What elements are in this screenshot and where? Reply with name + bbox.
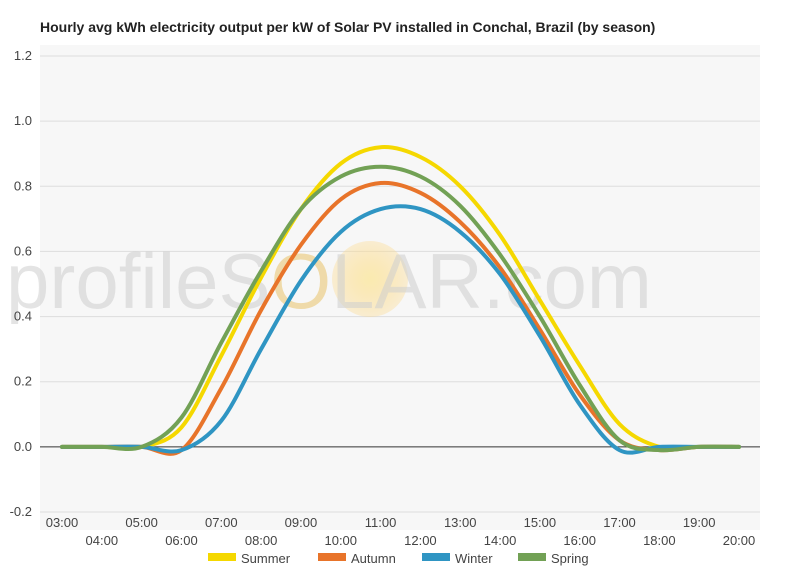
legend-label-winter: Winter (455, 551, 493, 566)
x-tick-label: 07:00 (205, 515, 238, 530)
y-tick-label: 1.0 (14, 113, 32, 128)
x-tick-label: 09:00 (285, 515, 318, 530)
legend-swatch-winter (422, 553, 450, 561)
x-tick-label: 15:00 (524, 515, 557, 530)
y-tick-label: 0.6 (14, 243, 32, 258)
x-tick-label: 05:00 (125, 515, 158, 530)
series-line-winter (60, 204, 741, 455)
series-line-spring (60, 164, 741, 453)
x-tick-label: 18:00 (643, 533, 676, 548)
y-tick-label: 0.0 (14, 439, 32, 454)
x-tick-label: 08:00 (245, 533, 278, 548)
legend-label-summer: Summer (241, 551, 291, 566)
watermark-text: profileSOLAR.com (6, 237, 652, 325)
x-tick-label: 13:00 (444, 515, 477, 530)
legend-swatch-summer (208, 553, 236, 561)
x-tick-label: 11:00 (365, 515, 397, 530)
x-tick-label: 03:00 (46, 515, 79, 530)
watermark: profileSOLAR.com (6, 237, 652, 325)
axes: -0.2 0.0 0.2 0.4 0.6 0.8 1.0 1.2 03:00 04:00 05:00… (10, 48, 756, 548)
x-tick-label: 12:00 (404, 533, 437, 548)
legend: Summer Autumn Winter Spring (208, 551, 589, 566)
legend-label-autumn: Autumn (351, 551, 396, 566)
series-layer (60, 145, 741, 456)
x-tick-label: 17:00 (603, 515, 636, 530)
watermark-sun-logo (332, 241, 408, 317)
y-tick-label: 1.2 (14, 48, 32, 63)
x-tick-label: 10:00 (324, 533, 357, 548)
y-tick-label: -0.2 (10, 504, 32, 519)
y-tick-label: 0.8 (14, 178, 32, 193)
x-tick-label: 04:00 (86, 533, 119, 548)
legend-swatch-spring (518, 553, 546, 561)
series-line-summer (60, 145, 741, 451)
x-tick-label: 19:00 (683, 515, 716, 530)
x-tick-label: 14:00 (484, 533, 517, 548)
y-tick-label: 0.4 (14, 309, 32, 324)
legend-swatch-autumn (318, 553, 346, 561)
x-tick-label: 06:00 (165, 533, 198, 548)
x-tick-label: 16:00 (563, 533, 596, 548)
x-tick-label: 20:00 (723, 533, 756, 548)
y-tick-label: 0.2 (14, 374, 32, 389)
legend-label-spring: Spring (551, 551, 589, 566)
chart-title: Hourly avg kWh electricity output per kW… (40, 19, 656, 35)
